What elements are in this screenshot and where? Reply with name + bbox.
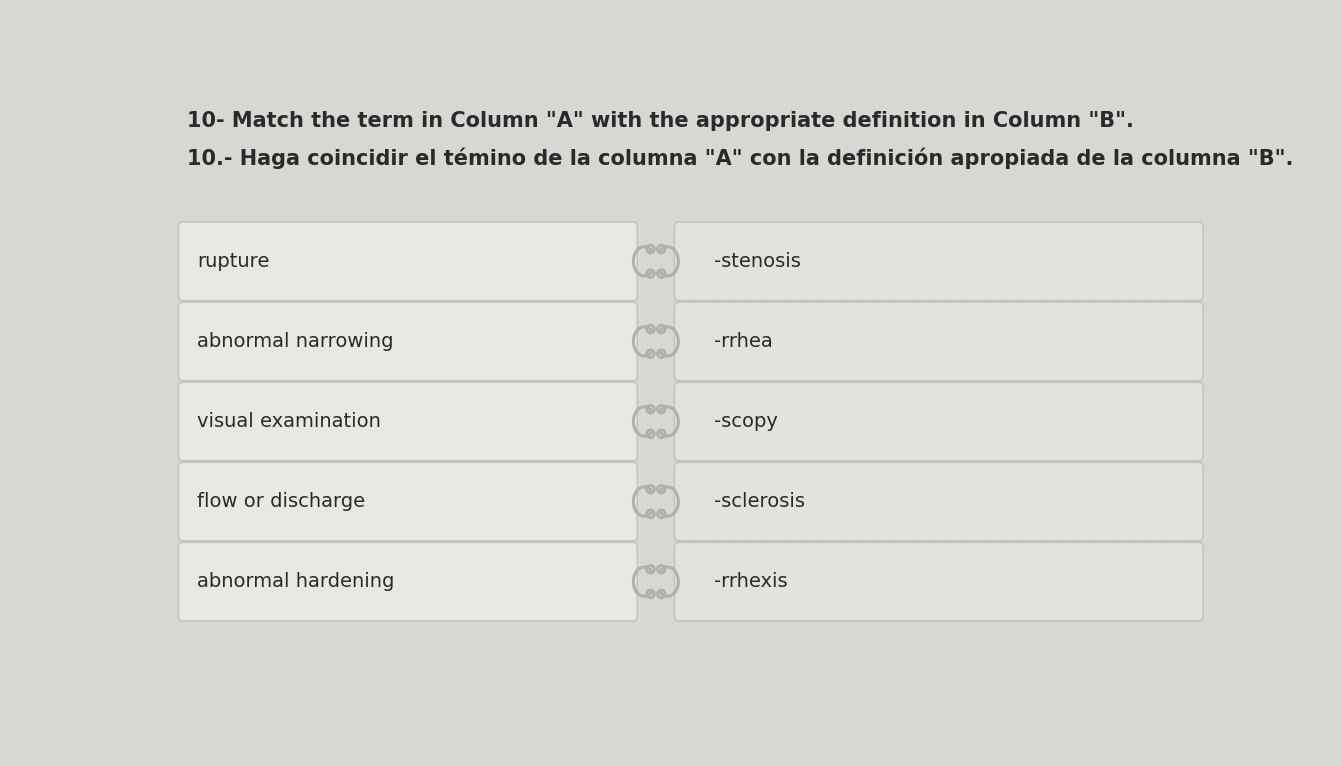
Text: -rrhexis: -rrhexis	[713, 572, 787, 591]
FancyBboxPatch shape	[675, 542, 1203, 621]
FancyBboxPatch shape	[675, 302, 1203, 381]
Text: rupture: rupture	[197, 252, 270, 271]
Text: -sclerosis: -sclerosis	[713, 492, 805, 511]
FancyBboxPatch shape	[178, 542, 637, 621]
Text: abnormal hardening: abnormal hardening	[197, 572, 394, 591]
Text: visual examination: visual examination	[197, 412, 381, 431]
FancyBboxPatch shape	[178, 382, 637, 461]
FancyBboxPatch shape	[178, 302, 637, 381]
FancyBboxPatch shape	[675, 463, 1203, 541]
Text: 10- Match the term in Column "A" with the appropriate definition in Column "B".: 10- Match the term in Column "A" with th…	[186, 111, 1134, 131]
Text: -rrhea: -rrhea	[713, 332, 772, 351]
Text: abnormal narrowing: abnormal narrowing	[197, 332, 393, 351]
Text: -stenosis: -stenosis	[713, 252, 801, 271]
Text: flow or discharge: flow or discharge	[197, 492, 365, 511]
Text: -scopy: -scopy	[713, 412, 778, 431]
FancyBboxPatch shape	[675, 382, 1203, 461]
FancyBboxPatch shape	[675, 222, 1203, 300]
FancyBboxPatch shape	[178, 222, 637, 300]
FancyBboxPatch shape	[178, 463, 637, 541]
Text: 10.- Haga coincidir el témino de la columna "A" con la definición apropiada de l: 10.- Haga coincidir el témino de la colu…	[186, 147, 1293, 169]
